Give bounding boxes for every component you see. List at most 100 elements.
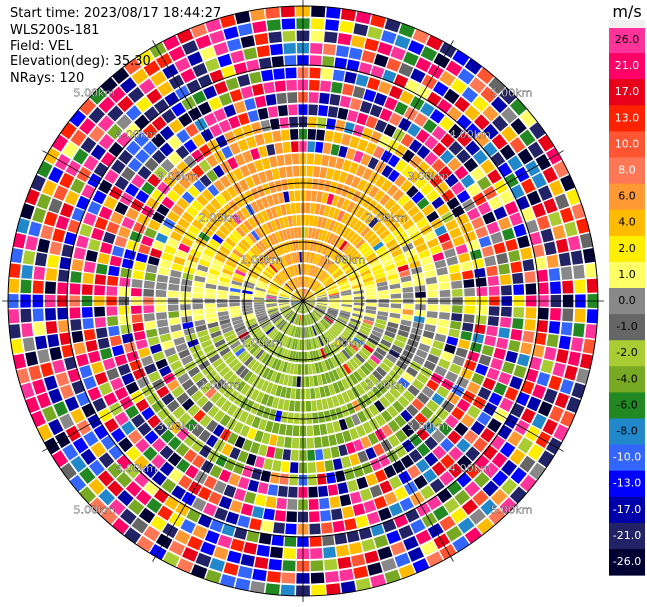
velocity-gate xyxy=(223,484,237,498)
velocity-gate xyxy=(304,298,316,301)
colorbar-bin xyxy=(609,392,645,419)
velocity-gate xyxy=(403,535,419,551)
velocity-gate xyxy=(452,535,470,553)
velocity-gate xyxy=(331,195,340,207)
velocity-gate xyxy=(229,302,240,307)
velocity-gate xyxy=(400,179,413,193)
velocity-gate xyxy=(305,202,311,214)
velocity-gate xyxy=(217,311,229,317)
velocity-gate xyxy=(265,93,277,106)
velocity-gate xyxy=(526,396,542,412)
velocity-gate xyxy=(313,310,322,318)
velocity-gate xyxy=(303,289,309,300)
velocity-gate xyxy=(233,62,248,76)
velocity-gate xyxy=(171,330,184,340)
velocity-gate xyxy=(570,250,584,265)
velocity-gate xyxy=(278,295,290,299)
velocity-gate xyxy=(315,290,326,296)
velocity-gate xyxy=(560,174,576,192)
velocity-gate xyxy=(255,287,266,292)
velocity-gate xyxy=(549,179,564,197)
velocity-gate xyxy=(305,190,312,202)
velocity-gate xyxy=(205,154,219,168)
velocity-gate xyxy=(432,252,445,262)
velocity-gate xyxy=(340,580,356,594)
velocity-gate xyxy=(178,349,191,359)
velocity-gate xyxy=(252,20,267,34)
velocity-gate xyxy=(522,330,535,343)
velocity-gate xyxy=(125,207,140,221)
velocity-gate xyxy=(136,535,154,553)
velocity-gate xyxy=(214,507,228,521)
velocity-gate xyxy=(359,380,371,393)
velocity-gate xyxy=(374,414,387,427)
velocity-gate xyxy=(491,133,508,150)
velocity-gate xyxy=(412,355,425,366)
velocity-gate xyxy=(225,354,237,365)
velocity-gate xyxy=(200,46,216,61)
velocity-gate xyxy=(106,286,118,296)
velocity-gate xyxy=(333,323,344,331)
velocity-gate xyxy=(422,330,435,340)
velocity-gate xyxy=(144,227,157,239)
velocity-gate xyxy=(152,351,165,362)
velocity-gate xyxy=(305,327,308,338)
velocity-gate xyxy=(289,253,294,264)
velocity-gate xyxy=(434,365,448,377)
velocity-gate xyxy=(198,258,211,268)
velocity-gate xyxy=(524,319,536,331)
velocity-gate xyxy=(168,540,186,556)
velocity-gate xyxy=(229,252,241,262)
velocity-gate xyxy=(316,295,328,299)
velocity-gate xyxy=(316,461,326,473)
velocity-gate xyxy=(513,364,527,379)
velocity-gate xyxy=(32,280,44,294)
velocity-gate xyxy=(414,412,428,426)
velocity-gate xyxy=(167,436,182,451)
velocity-gate xyxy=(324,359,332,371)
velocity-gate xyxy=(228,115,241,129)
velocity-gate xyxy=(466,381,481,395)
velocity-gate xyxy=(534,332,547,346)
velocity-gate xyxy=(335,544,350,557)
velocity-gate xyxy=(233,488,247,502)
velocity-gate xyxy=(353,439,364,452)
velocity-gate xyxy=(144,157,159,172)
velocity-gate xyxy=(411,378,425,391)
velocity-gate xyxy=(446,196,460,210)
velocity-gate xyxy=(260,380,270,392)
velocity-gate xyxy=(300,302,303,314)
velocity-gate xyxy=(309,313,315,324)
colorbar-unit: m/s xyxy=(612,2,641,21)
velocity-gate xyxy=(537,450,555,468)
velocity-gate xyxy=(153,165,168,180)
velocity-gate xyxy=(305,388,311,400)
velocity-gate xyxy=(306,251,310,263)
velocity-gate xyxy=(69,110,87,128)
velocity-gate xyxy=(401,314,413,321)
velocity-gate xyxy=(304,290,311,300)
velocity-gate xyxy=(355,577,372,591)
velocity-gate xyxy=(342,227,352,239)
velocity-gate xyxy=(258,418,268,431)
velocity-gate xyxy=(300,327,303,338)
velocity-gate xyxy=(429,414,443,428)
velocity-gate xyxy=(274,231,282,243)
velocity-gate xyxy=(391,344,403,354)
velocity-gate xyxy=(290,449,299,461)
velocity-gate xyxy=(314,228,321,240)
velocity-gate xyxy=(275,332,283,343)
velocity-gate xyxy=(401,281,413,288)
velocity-gate xyxy=(311,311,319,321)
velocity-gate xyxy=(230,538,245,552)
velocity-gate xyxy=(76,353,89,367)
velocity-gate xyxy=(80,448,97,466)
velocity-gate xyxy=(255,242,265,253)
velocity-gate xyxy=(451,313,463,322)
velocity-gate xyxy=(436,385,450,399)
velocity-gate xyxy=(303,302,308,313)
velocity-gate xyxy=(509,212,523,226)
velocity-gate xyxy=(168,283,180,291)
velocity-gate xyxy=(351,35,366,49)
velocity-gate xyxy=(332,269,342,278)
